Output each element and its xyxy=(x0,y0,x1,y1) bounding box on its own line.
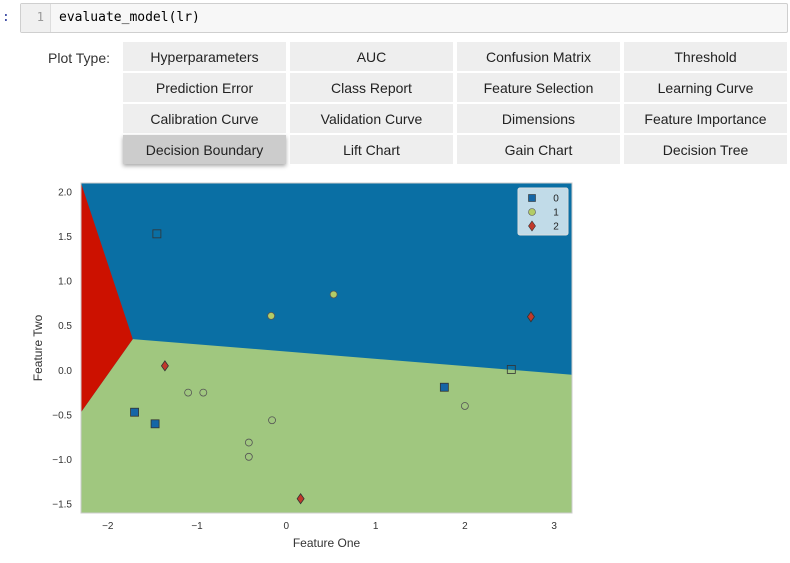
y-axis-ticks: 2.0 1.5 1.0 0.5 0.0 −0.5 −1.0 −1.5 xyxy=(52,187,72,510)
legend-marker-2 xyxy=(528,220,536,232)
plot-type-toggle-group: Hyperparameters AUC Confusion Matrix Thr… xyxy=(123,42,787,166)
point-class-0 xyxy=(150,419,160,429)
plot-type-class-report[interactable]: Class Report xyxy=(290,73,453,102)
plot-type-validation-curve[interactable]: Validation Curve xyxy=(290,104,453,133)
plot-type-lift-chart[interactable]: Lift Chart xyxy=(290,135,453,164)
legend-box xyxy=(517,187,569,236)
point-class-0 xyxy=(439,382,449,392)
x-axis-label: Feature One xyxy=(293,536,361,550)
point-class-0 xyxy=(506,365,516,374)
y-tick-label: −1.0 xyxy=(52,455,72,466)
code-text[interactable]: evaluate_model(lr) xyxy=(59,10,200,25)
plot-type-dimensions[interactable]: Dimensions xyxy=(457,104,620,133)
plot-type-feature-importance[interactable]: Feature Importance xyxy=(624,104,787,133)
point-class-2 xyxy=(296,493,305,505)
plot-type-threshold[interactable]: Threshold xyxy=(624,42,787,71)
y-tick-label: 1.5 xyxy=(58,232,72,243)
y-axis-label: Feature Two xyxy=(31,314,45,381)
decision-boundary-chart: −2 −1 0 1 2 3 2.0 1.5 1.0 0.5 0.0 −0.5 −1.0 −1.5 Fea… xyxy=(31,182,573,550)
y-tick-label: −1.5 xyxy=(52,500,72,511)
region-class-2 xyxy=(81,183,133,413)
plot-type-hyperparameters[interactable]: Hyperparameters xyxy=(123,42,286,71)
point-class-1 xyxy=(244,438,253,447)
point-class-1 xyxy=(244,452,253,461)
line-gutter: 1 xyxy=(21,4,51,32)
legend-label-0: 0 xyxy=(553,194,559,205)
x-tick-label: 1 xyxy=(373,521,379,532)
decision-regions xyxy=(81,183,572,513)
point-class-2 xyxy=(160,360,169,372)
plot-frame xyxy=(80,182,573,514)
point-class-1 xyxy=(267,311,276,320)
x-axis-ticks: −2 −1 0 1 2 3 xyxy=(102,521,557,532)
plot-type-prediction-error[interactable]: Prediction Error xyxy=(123,73,286,102)
legend-marker-0 xyxy=(528,194,536,202)
legend-label-1: 1 xyxy=(553,208,559,219)
y-tick-label: −0.5 xyxy=(52,410,72,421)
x-tick-label: −1 xyxy=(191,521,203,532)
plot-type-learning-curve[interactable]: Learning Curve xyxy=(624,73,787,102)
plot-type-calibration-curve[interactable]: Calibration Curve xyxy=(123,104,286,133)
point-class-1 xyxy=(184,388,193,397)
y-tick-label: 2.0 xyxy=(58,187,72,198)
plot-type-decision-tree[interactable]: Decision Tree xyxy=(624,135,787,164)
legend-label-2: 2 xyxy=(553,222,559,233)
legend: 0 1 2 xyxy=(517,187,569,236)
x-tick-label: −2 xyxy=(102,521,114,532)
point-class-0 xyxy=(152,229,162,239)
point-class-0 xyxy=(130,407,139,417)
plot-type-gain-chart[interactable]: Gain Chart xyxy=(457,135,620,164)
region-class-1 xyxy=(81,339,572,513)
point-class-1 xyxy=(199,388,208,397)
plot-type-auc[interactable]: AUC xyxy=(290,42,453,71)
y-tick-label: 0.0 xyxy=(58,366,72,377)
plot-type-label: Plot Type: xyxy=(48,50,111,66)
plot-type-feature-selection[interactable]: Feature Selection xyxy=(457,73,620,102)
x-tick-label: 0 xyxy=(284,521,290,532)
legend-marker-1 xyxy=(528,208,536,216)
y-tick-label: 1.0 xyxy=(58,277,72,288)
x-tick-label: 3 xyxy=(551,521,557,532)
point-class-2 xyxy=(526,311,535,323)
y-tick-label: 0.5 xyxy=(58,321,72,332)
cell-prompt: : xyxy=(2,10,10,25)
x-tick-label: 2 xyxy=(462,521,468,532)
plot-type-confusion-matrix[interactable]: Confusion Matrix xyxy=(457,42,620,71)
line-number: 1 xyxy=(36,10,44,24)
plot-type-decision-boundary[interactable]: Decision Boundary xyxy=(123,135,286,164)
code-cell[interactable]: 1 evaluate_model(lr) xyxy=(20,3,788,33)
point-class-1 xyxy=(329,290,338,299)
data-points xyxy=(130,229,535,505)
point-class-1 xyxy=(268,416,276,425)
point-class-1 xyxy=(460,402,469,410)
